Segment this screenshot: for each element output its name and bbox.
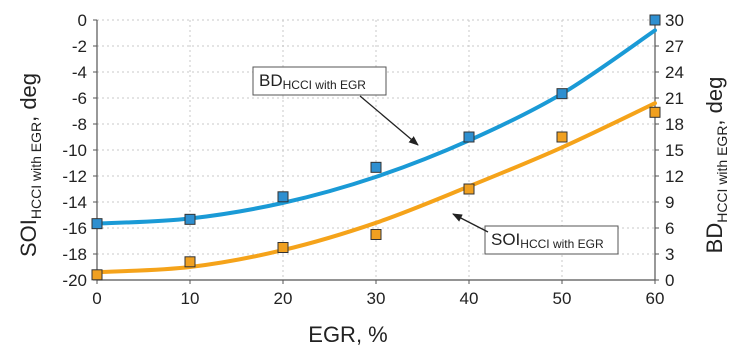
marker-soi-3 [370,229,382,240]
callout-bd-arrow [359,95,419,146]
y-right-tick-label-10: 30 [665,11,684,30]
callout-bd-main: BD [259,71,283,90]
y-left-title-sub: HCCI with EGR [28,122,44,219]
y-right-tick-label-0: 0 [665,271,674,290]
marker-soi-5 [556,131,568,143]
y-left-ticks: -20-18-16-14-12-10-8-6-4-20 [62,11,97,290]
y-right-tick-label-5: 15 [665,141,684,160]
y-right-ticks: 0 3 6 9 12 15 18 21 24 27 30 [655,11,684,290]
callout-soi-text: SOIHCCI with EGR [491,230,604,251]
callout-bd: BDHCCI with EGR [252,66,419,146]
x-tick-label-3: 30 [367,289,386,308]
callout-soi-box [484,225,619,255]
y-right-tick-label-7: 21 [665,89,684,108]
y-right-title-unit: , deg [702,77,727,126]
y-right-tick-label-6: 18 [665,115,684,134]
marker-bd-0 [91,218,103,230]
x-tick-label-2: 20 [274,289,293,308]
y-left-tick-label-1: -18 [62,245,87,264]
data-markers [91,14,661,281]
marker-bd-3 [370,161,382,173]
marker-soi-4 [463,183,475,195]
marker-bd-2 [277,191,289,203]
x-tick-label-0: 0 [92,289,101,308]
y-right-axis-title: BDHCCI with EGR, deg [702,77,730,254]
callout-soi: SOIHCCI with EGR [452,213,619,255]
y-right-tick-label-1: 3 [665,245,674,264]
y-right-tick-label-4: 12 [665,167,684,186]
fit-curve-bd [95,28,657,226]
callout-soi-sub: HCCI with EGR [520,237,604,251]
y-left-tick-label-9: -2 [72,37,87,56]
marker-bd-5 [556,88,568,100]
marker-soi-0 [91,269,103,281]
callout-bd-text: BDHCCI with EGR [259,71,366,92]
y-left-tick-label-2: -16 [62,219,87,238]
marker-bd-1 [184,213,196,225]
y-right-tick-label-9: 27 [665,37,684,56]
y-right-title-sub: HCCI with EGR [714,126,730,223]
y-right-tick-label-8: 24 [665,63,684,82]
y-right-tick-label-3: 9 [665,193,674,212]
marker-soi-2 [277,242,289,253]
y-left-tick-label-4: -12 [62,167,87,186]
y-left-tick-label-10: 0 [78,11,87,30]
callout-bd-box [252,66,387,96]
x-tick-label-5: 50 [553,289,572,308]
x-tick-label-4: 40 [460,289,479,308]
y-left-tick-label-7: -6 [72,89,87,108]
callout-soi-main: SOI [491,230,520,249]
y-right-tick-label-2: 6 [665,219,674,238]
y-right-title-main: BD [702,223,727,254]
x-tick-label-1: 10 [181,289,200,308]
callout-soi-arrow [452,213,489,233]
y-left-title-main: SOI [16,219,41,257]
y-left-tick-label-8: -4 [72,63,87,82]
callout-bd-sub: HCCI with EGR [283,78,367,92]
x-axis-title: EGR, % [308,322,387,347]
y-left-tick-label-3: -14 [62,193,87,212]
y-left-tick-label-5: -10 [62,141,87,160]
marker-soi-6 [649,106,661,118]
marker-soi-1 [184,256,196,268]
y-left-axis-title: SOIHCCI with EGR, deg [16,73,44,257]
marker-bd-6 [649,14,661,26]
y-left-tick-label-0: -20 [62,271,87,290]
x-ticks: 0 10 20 30 40 50 60 [92,280,664,308]
y-left-tick-label-6: -8 [72,115,87,134]
x-tick-label-6: 60 [646,289,665,308]
y-left-title-unit: , deg [16,73,41,122]
marker-bd-4 [463,131,475,143]
